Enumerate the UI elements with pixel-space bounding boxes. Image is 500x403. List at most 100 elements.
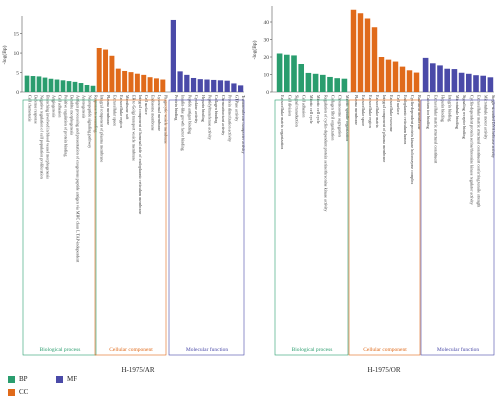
group-bracket-cc [348, 99, 421, 356]
category-label: Extracellular matrix [375, 95, 380, 128]
category-label: Single-stranded DNA helicase activity [491, 95, 496, 159]
y-tick-label: 0 [16, 90, 19, 96]
bar-cc [399, 66, 406, 92]
bar-mf [190, 77, 197, 92]
y-tick-label: 5 [16, 71, 19, 77]
group-bracket-cc [94, 99, 167, 356]
category-label: Mitotic cell cycle [309, 95, 314, 124]
bar-cc [406, 70, 413, 92]
category-label: Lysosomal membrane [157, 95, 162, 131]
bar-cc [153, 78, 159, 92]
bar-cc [128, 72, 134, 92]
bar-mf [444, 68, 451, 92]
bar-cc [350, 9, 357, 92]
legend-item-mf: MF [56, 375, 77, 383]
category-label: Collagen fibril organization [331, 95, 336, 140]
category-label: Regulation of cyclin-dependent protein s… [323, 95, 328, 212]
group-label-cc: Cellular component [109, 347, 153, 353]
category-label: Extracellular exosome [389, 95, 394, 132]
category-label: Axonogenesis [82, 95, 87, 119]
bar-bp [60, 80, 66, 92]
category-label: Defense response [34, 95, 39, 124]
bar-cc [115, 68, 121, 92]
category-label: Integral component of plasma membrane [382, 95, 387, 162]
bar-cc [109, 55, 115, 92]
bar-bp [42, 77, 48, 92]
y-tick-label: 10 [264, 73, 270, 79]
y-tick-label: 30 [264, 38, 270, 44]
category-label: Integral component of lumenal side of en… [138, 95, 143, 215]
bar-bp [72, 81, 78, 92]
chart-panel-2: 0 10 20 30 40 -log(Bp) Extracellular matrix or… [251, 6, 496, 374]
bar-cc [103, 49, 109, 92]
bar-bp [54, 79, 60, 92]
bar-cc [134, 73, 140, 92]
y-axis-label: -log(Bp) [1, 45, 8, 64]
bar-cc [378, 57, 385, 92]
category-label: Plasma membrane [354, 95, 359, 125]
bar-cc [96, 47, 102, 92]
legend-swatch-bp [8, 375, 15, 383]
category-label: Heparin binding [441, 95, 446, 122]
bar-bp [334, 78, 341, 92]
panel-title: H-1975/AR [121, 366, 154, 374]
bar-mf [224, 80, 230, 92]
category-label: Cell adhesion [58, 95, 63, 117]
group-label-bp: Biological process [292, 347, 333, 353]
bar-cc [122, 70, 128, 92]
category-label: Dendrite morphogenesis [70, 95, 75, 136]
category-label: Cyclin-dependent protein serine/threonin… [469, 95, 474, 206]
category-label: Calcium ion binding [426, 95, 431, 129]
category-label: Plasma membrane [106, 95, 111, 125]
category-label: Peptide antigen binding [187, 95, 192, 134]
legend-item-cc: CC [8, 388, 28, 396]
bar-bp [319, 74, 326, 92]
legend-swatch-cc [8, 388, 15, 396]
legend-label-cc: CC [19, 388, 29, 396]
bar-bp [327, 76, 333, 92]
bar-mf [451, 69, 458, 92]
group-bracket-mf [420, 99, 495, 356]
legend: BP MF CC [8, 375, 118, 403]
chart-panel-1: 0 5 10 15 -log(Bp) Cell chemotaxis Defense res… [1, 16, 246, 374]
bar-bp [305, 72, 312, 92]
bar-mf [437, 65, 443, 92]
bar-mf [204, 79, 210, 92]
group-label-bp: Biological process [40, 347, 81, 353]
bar-bp [283, 54, 290, 92]
bar-mf [422, 57, 429, 92]
bar-cc [392, 61, 399, 92]
bar-mf [211, 79, 217, 92]
category-label: Angiogenesis [52, 95, 57, 118]
y-tick-label: 0 [266, 90, 269, 96]
category-label: Negative regulation of cell population p… [40, 95, 45, 179]
bar-mf [458, 72, 465, 92]
y-axis-label: -log(Bp) [251, 40, 258, 59]
category-label: Integrin binding [448, 95, 453, 122]
bar-bp [341, 78, 348, 92]
bar-mf [487, 77, 494, 92]
category-label: ER to Golgi transport vesicle membrane [132, 95, 137, 161]
y-tick-label: 10 [14, 51, 20, 57]
panel-title: H-1975/OR [367, 366, 400, 374]
bar-mf [231, 83, 237, 92]
category-label: Extracellular matrix structural constitu… [433, 95, 438, 164]
group-label-cc: Cellular component [363, 347, 407, 353]
category-label: Positive regulation of protein binding [64, 95, 69, 156]
bar-bp [312, 73, 319, 92]
legend-label-bp: BP [19, 375, 28, 383]
category-label: Heparin binding [201, 95, 206, 122]
category-label: Mitotic cell cycle [316, 95, 321, 124]
bar-cc [413, 72, 420, 92]
category-label: Protein dimerization activity [228, 95, 233, 143]
bar-bp [276, 53, 283, 92]
category-label: Cytokine activity [194, 95, 199, 124]
category-label: Cyclin-dependent protein kinase holoenzy… [410, 95, 415, 184]
group-bracket-bp [22, 99, 97, 356]
bar-bp [298, 64, 305, 92]
category-label: Extracellular matrix organization [280, 95, 285, 149]
category-label: Signal transduction [295, 95, 300, 127]
category-label: Extracellular region [368, 95, 373, 128]
bar-bp [30, 76, 36, 92]
